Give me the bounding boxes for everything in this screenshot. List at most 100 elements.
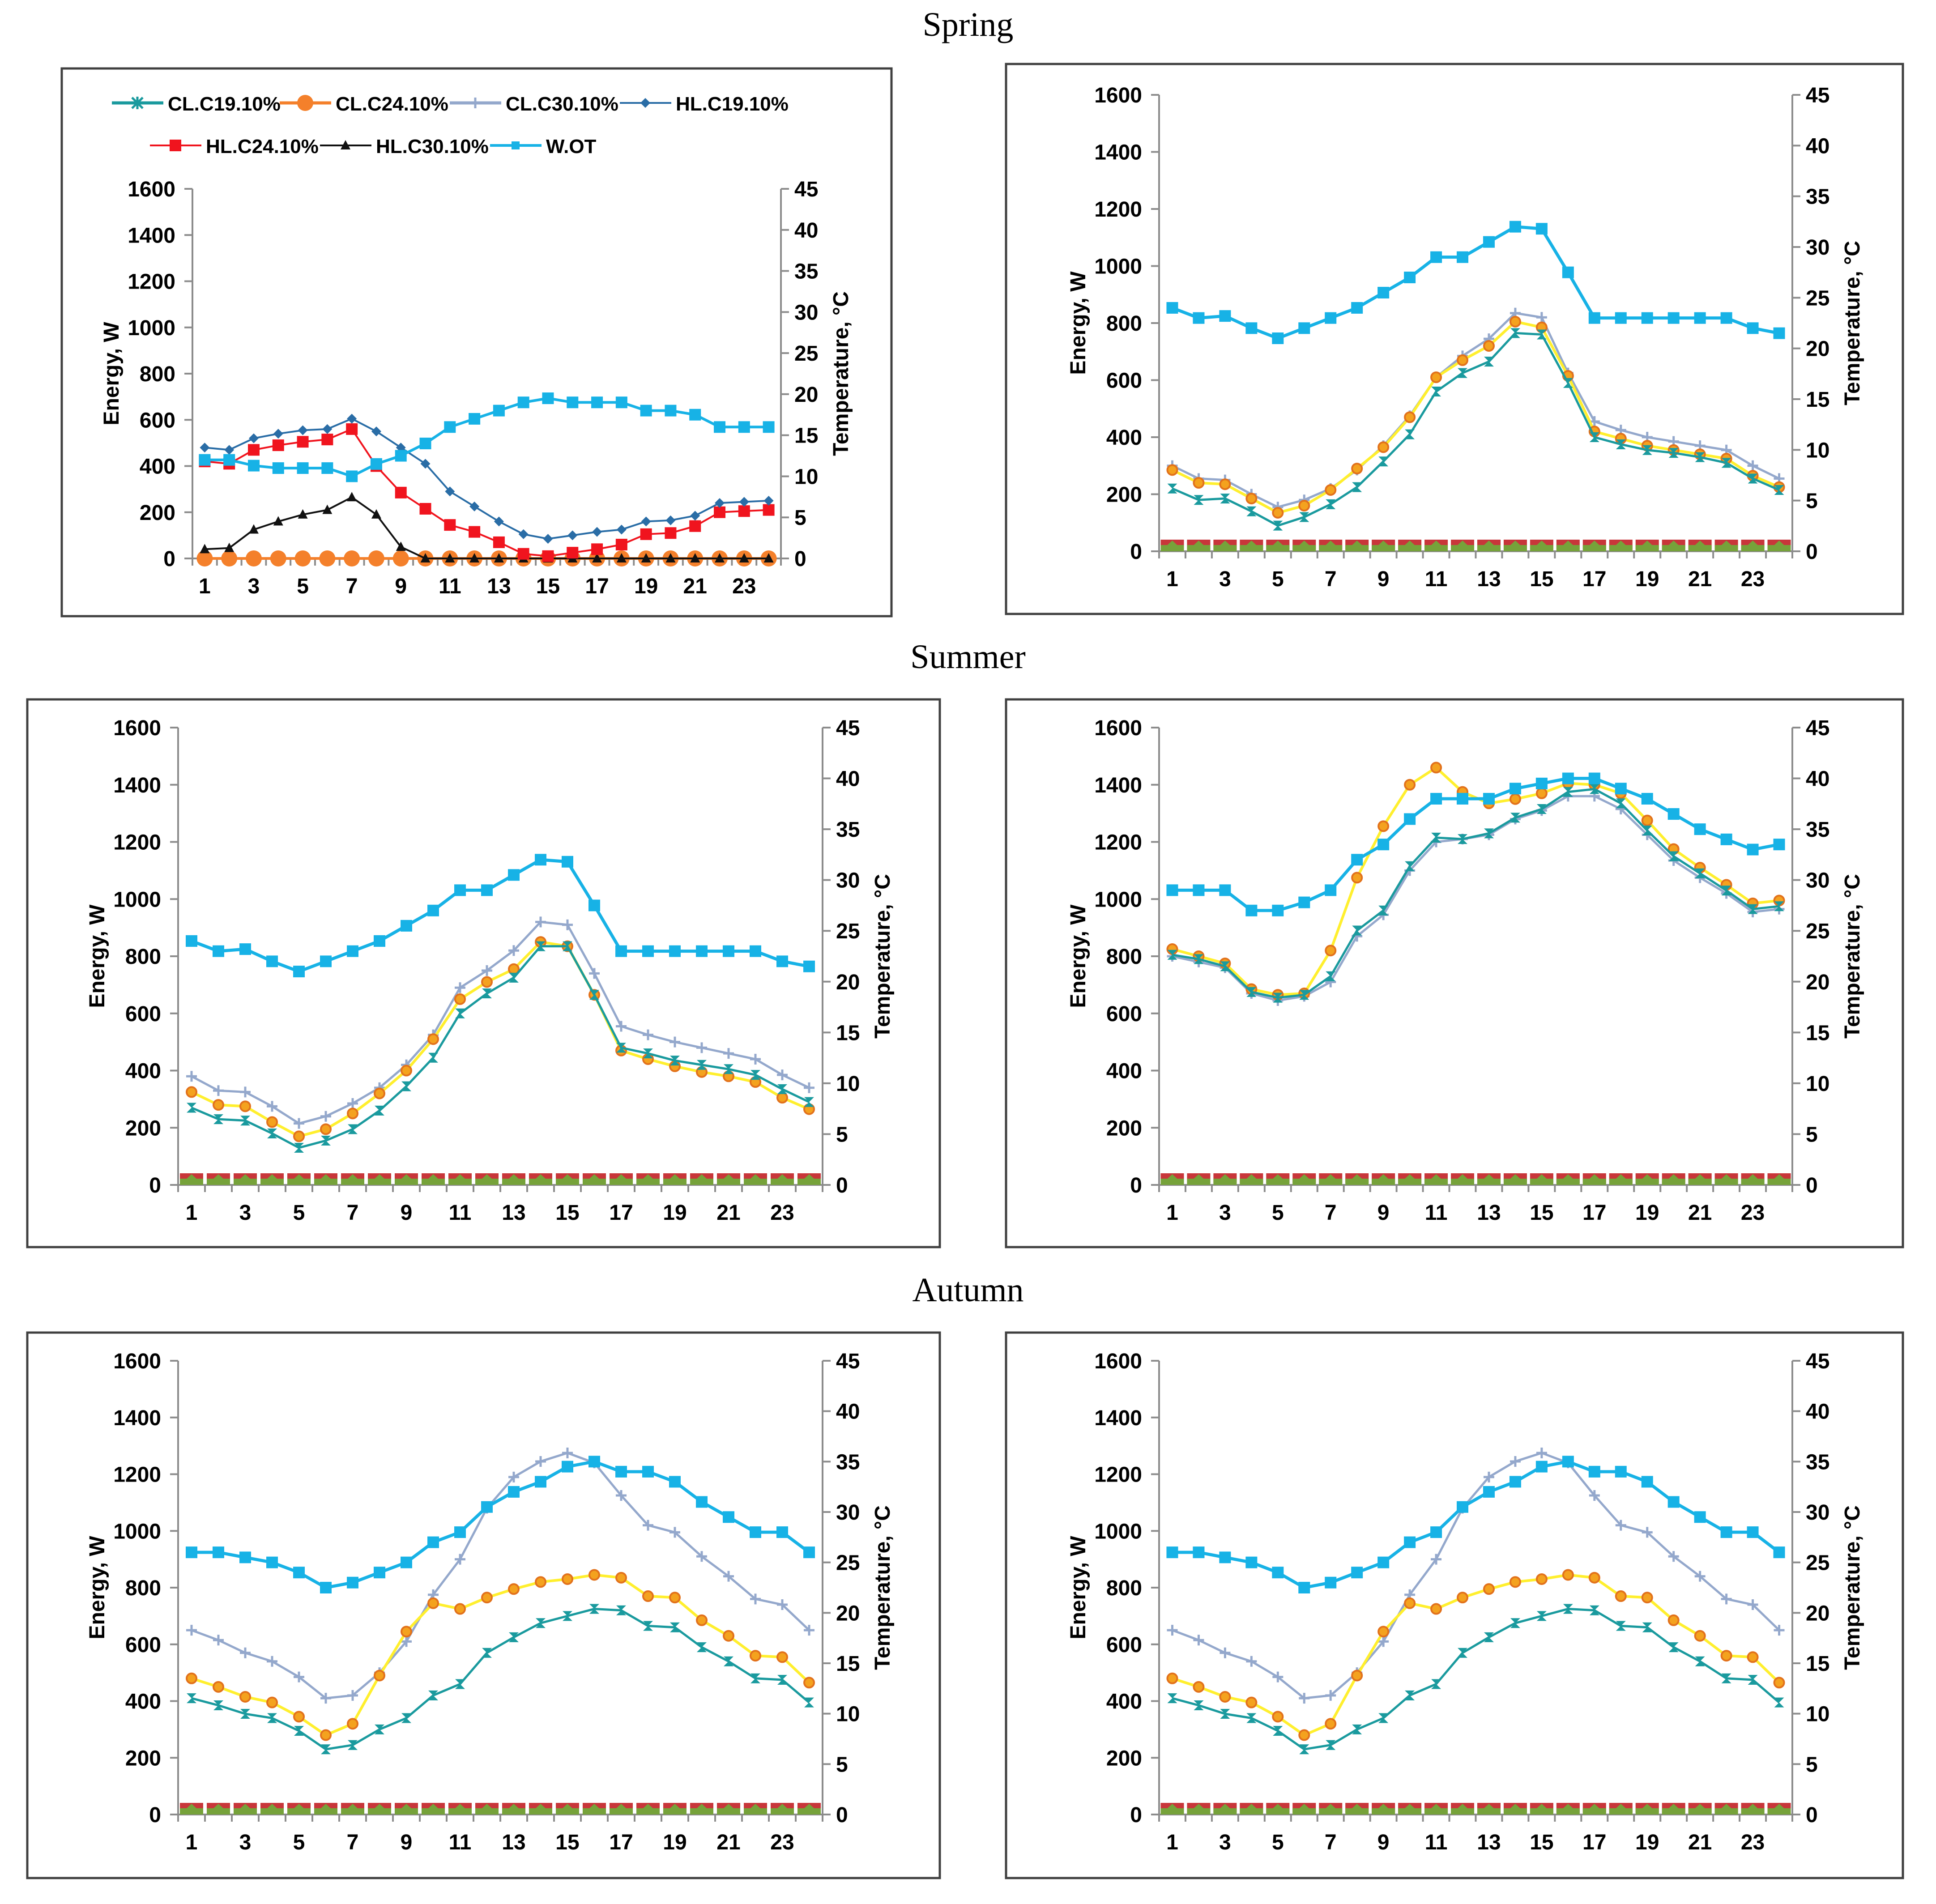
data-point (1431, 1554, 1442, 1565)
zero-marker-green-base (663, 1179, 687, 1185)
y-tick-label-left: 1400 (1094, 141, 1142, 165)
zero-marker-green-base (475, 1808, 499, 1815)
x-tick-label: 13 (502, 1831, 525, 1854)
data-point (665, 405, 677, 417)
data-point (1405, 429, 1415, 439)
x-tick-label: 3 (239, 1201, 252, 1225)
data-point (689, 409, 701, 421)
x-tick-label: 23 (1741, 1831, 1765, 1854)
data-point (723, 1511, 734, 1523)
zero-marker-green-base (1266, 1179, 1290, 1185)
zero-marker-green-base (1582, 1808, 1606, 1815)
legend-swatch-marker (640, 98, 650, 108)
data-point (1457, 1501, 1469, 1513)
data-point (738, 421, 750, 433)
data-point (1616, 1621, 1626, 1631)
y-tick-label-left: 1000 (1094, 255, 1142, 279)
data-point (321, 1135, 331, 1146)
data-point (588, 1569, 600, 1581)
data-point (347, 1690, 358, 1701)
data-point (1748, 473, 1758, 484)
data-point (804, 1082, 814, 1093)
y-axis-title-right: Temperature, °C (871, 1505, 895, 1670)
data-point (696, 1042, 707, 1053)
zero-marker-green-base (1240, 1808, 1263, 1815)
zero-marker-green-base (797, 1808, 821, 1815)
y-tick-label-right: 45 (1806, 716, 1829, 740)
data-point (419, 438, 431, 450)
data-point (518, 529, 529, 539)
data-point (777, 1599, 788, 1610)
zero-marker-green-base (771, 1179, 794, 1185)
y-axis-title-left: Energy, W (1066, 904, 1090, 1008)
zero-series-markers (180, 1173, 821, 1185)
y-tick-label-left: 200 (1106, 483, 1142, 507)
data-point (543, 534, 553, 544)
y-tick-label-right: 20 (836, 1602, 860, 1625)
data-point (1642, 1527, 1653, 1538)
y-tick-label-right: 45 (794, 178, 818, 201)
data-point (320, 1111, 331, 1122)
data-point (643, 1048, 653, 1059)
y-tick-label-left: 1600 (1094, 84, 1142, 107)
y-axis-title-right: Temperature, °C (1841, 241, 1864, 405)
x-tick-label: 7 (346, 575, 358, 598)
data-point (1668, 1551, 1679, 1562)
zero-marker-green-base (1582, 1179, 1606, 1185)
data-point (320, 955, 332, 967)
data-point (482, 965, 492, 976)
y-tick-label-left: 1000 (128, 316, 175, 340)
legend-item: HL.C24.10% (150, 136, 319, 158)
data-point (1721, 1593, 1732, 1605)
data-point (804, 1097, 814, 1107)
data-point (669, 1476, 681, 1488)
data-point (1615, 783, 1627, 795)
data-point (1748, 904, 1758, 914)
data-point (294, 550, 311, 567)
data-point (696, 1551, 707, 1562)
data-point (1483, 792, 1495, 805)
y-tick-label-left: 1200 (128, 270, 175, 294)
zero-marker-green-base (1292, 1808, 1316, 1815)
x-tick-label: 21 (716, 1831, 740, 1854)
data-point (1588, 312, 1600, 324)
data-point (213, 1546, 224, 1559)
y-tick-label-right: 35 (794, 260, 818, 284)
x-tick-label: 15 (1530, 1201, 1553, 1225)
data-point (562, 919, 573, 930)
data-point (1272, 332, 1284, 344)
data-point (508, 1583, 520, 1595)
x-tick-label: 13 (487, 575, 511, 598)
data-point (454, 884, 466, 896)
x-tick-label: 1 (186, 1201, 198, 1225)
data-point (1377, 287, 1390, 298)
data-point (1352, 1724, 1362, 1734)
data-point (1325, 945, 1337, 957)
legend-item: HL.C30.10% (320, 136, 489, 158)
y-tick-label-left: 1200 (1094, 831, 1142, 855)
y-axis-title-left: Energy, W (85, 904, 109, 1008)
data-point (1641, 1592, 1653, 1604)
y-tick-label-left: 800 (1106, 945, 1142, 969)
data-point (1720, 1650, 1732, 1662)
data-point (1536, 804, 1547, 814)
zero-marker-green-base (1741, 1808, 1765, 1815)
data-point (517, 396, 529, 409)
data-point (294, 1726, 304, 1736)
x-tick-label: 19 (663, 1201, 687, 1225)
data-point (1615, 312, 1627, 324)
zero-marker-green-base (1345, 1179, 1369, 1185)
zero-marker-green-base (1240, 545, 1263, 551)
x-tick-label: 23 (770, 1831, 794, 1854)
zero-marker-green-base (1556, 545, 1580, 551)
data-point (643, 1029, 653, 1040)
y-tick-label-right: 5 (1806, 1753, 1818, 1776)
data-point (777, 1674, 787, 1685)
data-point (392, 550, 409, 567)
series-cl-c24-10- (1166, 1569, 1785, 1741)
x-tick-label: 17 (1582, 567, 1606, 591)
data-point (750, 1593, 761, 1605)
series-line (205, 496, 769, 559)
data-point (592, 527, 602, 537)
data-point (751, 1673, 760, 1683)
